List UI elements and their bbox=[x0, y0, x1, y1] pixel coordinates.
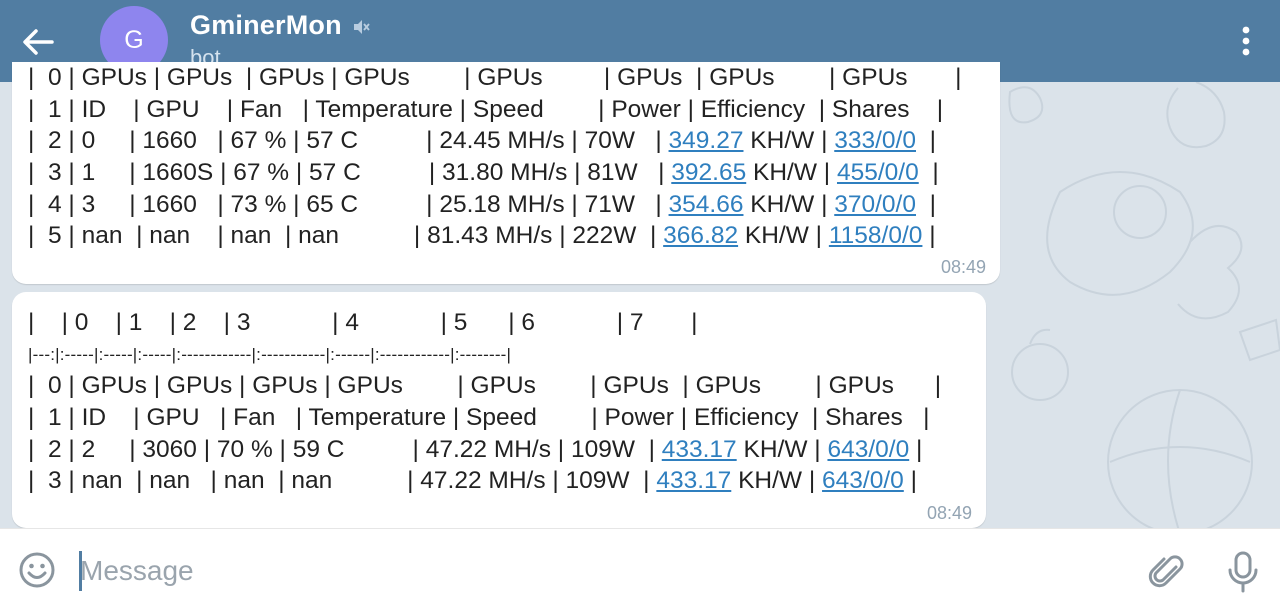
message-line: | 1 | ID | GPU | Fan | Temperature | Spe… bbox=[28, 402, 941, 434]
message-line: | 0 | GPUs | GPUs | GPUs | GPUs | GPUs |… bbox=[28, 370, 941, 402]
line-text: KH/W | bbox=[743, 127, 835, 155]
message-bubble[interactable]: | | 0 | 1 | 2 | 3 | 4 | 5 | 6 | 7 | |---:… bbox=[12, 292, 986, 528]
command-link[interactable]: 392.65 bbox=[671, 159, 747, 187]
message-line: | | 0 | 1 | 2 | 3 | 4 | 5 | 6 | 7 | bbox=[28, 307, 941, 339]
background-doodles bbox=[1008, 82, 1280, 528]
command-link[interactable]: 1158/0/0 bbox=[828, 222, 923, 250]
line-text: | bbox=[909, 435, 923, 463]
line-text: KH/W | bbox=[738, 222, 829, 250]
voice-record-button[interactable] bbox=[1226, 551, 1260, 593]
line-text: | bbox=[918, 159, 939, 187]
line-text: KH/W | bbox=[743, 190, 835, 218]
message-line: | 0 | GPUs | GPUs | GPUs | GPUs | GPUs |… bbox=[28, 62, 962, 94]
line-text: KH/W | bbox=[731, 467, 823, 495]
message-time: 08:49 bbox=[940, 257, 986, 277]
attach-button[interactable] bbox=[1146, 551, 1186, 591]
line-text: | 5 | nan | nan | nan | nan | 81.43 MH/s… bbox=[28, 222, 664, 250]
chat-title: GminerMon bbox=[190, 10, 342, 40]
line-text: | 0 | GPUs | GPUs | GPUs | GPUs | GPUs |… bbox=[28, 64, 962, 91]
line-text: | 3 | nan | nan | nan | nan | 47.22 MH/s… bbox=[28, 467, 657, 495]
message-line: | 2 | 2 | 3060 | 70 % | 59 C | 47.22 MH/… bbox=[28, 434, 941, 466]
line-text: | | 0 | 1 | 2 | 3 | 4 | 5 | 6 | 7 | bbox=[28, 309, 698, 336]
line-text: | 2 | 0 | 1660 | 67 % | 57 C | 24.45 MH/… bbox=[28, 127, 669, 155]
message-bubble[interactable]: | 0 | GPUs | GPUs | GPUs | GPUs | GPUs |… bbox=[12, 62, 1000, 284]
message-text: | 0 | GPUs | GPUs | GPUs | GPUs | GPUs |… bbox=[28, 62, 962, 252]
emoji-smile-icon bbox=[19, 552, 55, 588]
line-text: | 2 | 2 | 3060 | 70 % | 59 C | 47.22 MH/… bbox=[28, 435, 662, 463]
message-composer bbox=[0, 528, 1280, 611]
command-link[interactable]: 349.27 bbox=[668, 127, 744, 155]
message-input[interactable] bbox=[80, 549, 1120, 593]
microphone-icon bbox=[1228, 551, 1258, 593]
line-text: KH/W | bbox=[736, 435, 828, 463]
message-line: | 4 | 3 | 1660 | 73 % | 65 C | 25.18 MH/… bbox=[28, 189, 962, 221]
command-link[interactable]: 370/0/0 bbox=[834, 190, 916, 218]
command-link[interactable]: 433.17 bbox=[661, 435, 737, 463]
line-text: | bbox=[922, 222, 936, 250]
paperclip-icon bbox=[1148, 555, 1184, 588]
message-line: |---:|:-----|:-----|:-----|:------------… bbox=[28, 339, 941, 371]
line-text: | 4 | 3 | 1660 | 73 % | 65 C | 25.18 MH/… bbox=[28, 190, 669, 218]
line-text: | 1 | ID | GPU | Fan | Temperature | Spe… bbox=[28, 95, 944, 123]
line-text: | bbox=[916, 190, 936, 218]
more-vertical-icon bbox=[1242, 26, 1250, 56]
line-text: | 0 | GPUs | GPUs | GPUs | GPUs | GPUs |… bbox=[28, 372, 942, 400]
more-options-button[interactable] bbox=[1234, 24, 1258, 60]
message-text: | | 0 | 1 | 2 | 3 | 4 | 5 | 6 | 7 | |---:… bbox=[28, 307, 941, 497]
line-text: | 3 | 1 | 1660S | 67 % | 57 C | 31.80 MH… bbox=[28, 159, 672, 187]
command-link[interactable]: 333/0/0 bbox=[834, 127, 916, 155]
command-link[interactable]: 455/0/0 bbox=[836, 159, 919, 187]
arrow-left-icon bbox=[23, 29, 54, 55]
line-text: |---:|:-----|:-----|:-----|:------------… bbox=[28, 344, 512, 364]
line-text: | 1 | ID | GPU | Fan | Temperature | Spe… bbox=[28, 404, 930, 432]
message-line: | 1 | ID | GPU | Fan | Temperature | Spe… bbox=[28, 94, 962, 126]
command-link[interactable]: 643/0/0 bbox=[822, 467, 904, 495]
message-time: 08:49 bbox=[926, 503, 972, 523]
message-line: | 2 | 0 | 1660 | 67 % | 57 C | 24.45 MH/… bbox=[28, 125, 962, 157]
emoji-button[interactable] bbox=[18, 551, 56, 589]
message-line: | 3 | nan | nan | nan | nan | 47.22 MH/s… bbox=[28, 465, 941, 497]
line-text: KH/W | bbox=[746, 159, 837, 187]
message-line: | 5 | nan | nan | nan | nan | 81.43 MH/s… bbox=[28, 220, 962, 252]
command-link[interactable]: 354.66 bbox=[668, 190, 744, 218]
avatar-letter: G bbox=[124, 25, 144, 54]
message-line: | 3 | 1 | 1660S | 67 % | 57 C | 31.80 MH… bbox=[28, 157, 962, 189]
command-link[interactable]: 643/0/0 bbox=[827, 435, 910, 463]
line-text: | bbox=[916, 127, 936, 155]
muted-speaker-icon bbox=[354, 19, 370, 34]
back-button[interactable] bbox=[18, 22, 58, 62]
command-link[interactable]: 366.82 bbox=[663, 222, 739, 250]
line-text: | bbox=[903, 467, 917, 495]
command-link[interactable]: 433.17 bbox=[656, 467, 732, 495]
